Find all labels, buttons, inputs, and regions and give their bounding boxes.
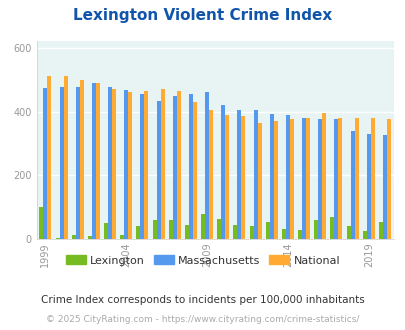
Bar: [322, 113, 326, 239]
Bar: [297, 230, 301, 239]
Bar: [249, 226, 253, 239]
Bar: [382, 135, 386, 239]
Bar: [108, 86, 112, 239]
Bar: [205, 92, 209, 239]
Bar: [176, 91, 180, 239]
Bar: [378, 222, 382, 239]
Bar: [233, 225, 237, 239]
Legend: Lexington, Massachusetts, National: Lexington, Massachusetts, National: [61, 251, 344, 270]
Bar: [92, 83, 96, 239]
Bar: [140, 94, 144, 239]
Bar: [80, 80, 83, 239]
Bar: [338, 118, 342, 239]
Bar: [241, 116, 245, 239]
Bar: [60, 86, 64, 239]
Bar: [225, 115, 229, 239]
Bar: [200, 214, 205, 239]
Bar: [55, 238, 60, 239]
Bar: [112, 89, 116, 239]
Bar: [289, 119, 293, 239]
Bar: [273, 121, 277, 239]
Bar: [350, 131, 354, 239]
Bar: [386, 118, 390, 239]
Bar: [330, 217, 334, 239]
Bar: [43, 87, 47, 239]
Bar: [346, 226, 350, 239]
Text: Lexington Violent Crime Index: Lexington Violent Crime Index: [73, 8, 332, 23]
Bar: [334, 119, 338, 239]
Bar: [104, 223, 108, 239]
Bar: [253, 110, 257, 239]
Bar: [39, 207, 43, 239]
Bar: [172, 96, 176, 239]
Bar: [192, 102, 196, 239]
Bar: [47, 76, 51, 239]
Bar: [76, 86, 80, 239]
Bar: [217, 219, 221, 239]
Bar: [305, 118, 309, 239]
Bar: [160, 89, 164, 239]
Bar: [184, 225, 188, 239]
Bar: [168, 220, 172, 239]
Bar: [124, 90, 128, 239]
Bar: [96, 83, 100, 239]
Bar: [188, 94, 192, 239]
Bar: [257, 123, 261, 239]
Bar: [301, 118, 305, 239]
Bar: [318, 119, 322, 239]
Bar: [136, 226, 140, 239]
Bar: [281, 229, 285, 239]
Text: © 2025 CityRating.com - https://www.cityrating.com/crime-statistics/: © 2025 CityRating.com - https://www.city…: [46, 315, 359, 324]
Bar: [265, 222, 269, 239]
Bar: [285, 115, 289, 239]
Bar: [354, 118, 358, 239]
Bar: [87, 236, 92, 239]
Bar: [313, 220, 318, 239]
Bar: [72, 235, 76, 239]
Bar: [370, 118, 374, 239]
Bar: [64, 76, 68, 239]
Bar: [221, 105, 225, 239]
Bar: [120, 235, 124, 239]
Bar: [156, 101, 160, 239]
Bar: [362, 231, 366, 239]
Bar: [144, 91, 148, 239]
Bar: [128, 92, 132, 239]
Bar: [209, 110, 213, 239]
Text: Crime Index corresponds to incidents per 100,000 inhabitants: Crime Index corresponds to incidents per…: [41, 295, 364, 305]
Bar: [366, 134, 370, 239]
Bar: [269, 114, 273, 239]
Bar: [152, 220, 156, 239]
Bar: [237, 110, 241, 239]
